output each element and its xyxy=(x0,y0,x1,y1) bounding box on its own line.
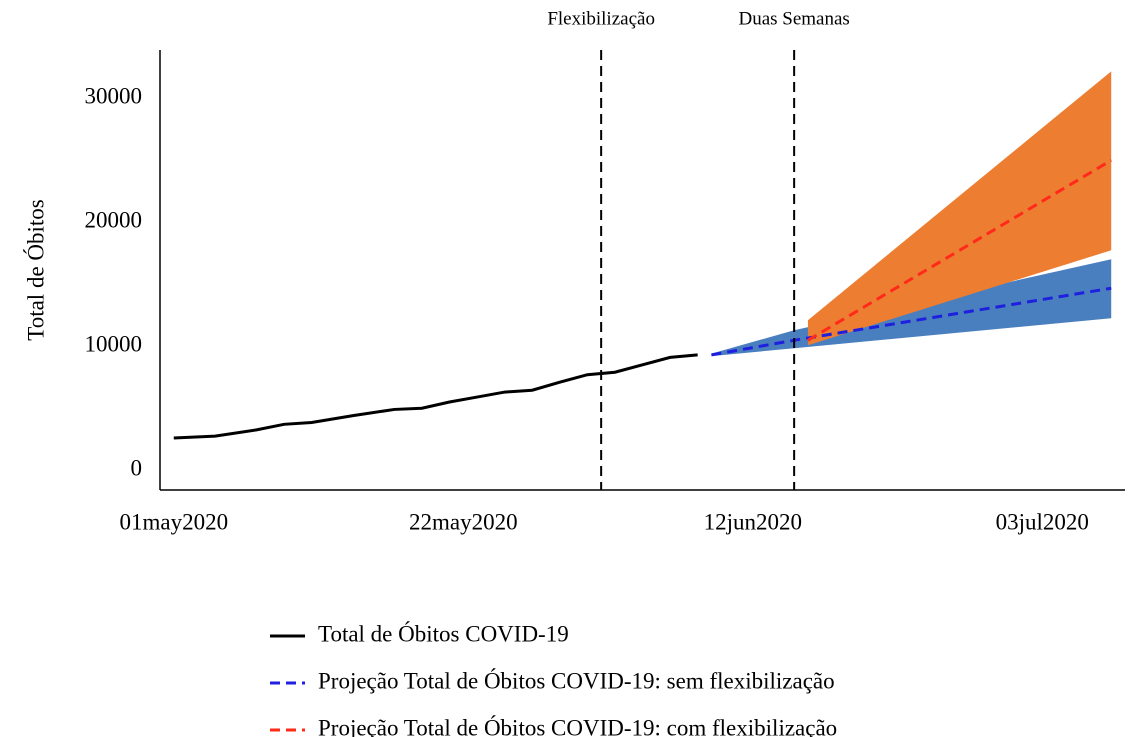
y-tick-label: 20000 xyxy=(85,208,143,233)
x-tick-label: 03jul2020 xyxy=(996,509,1089,534)
confidence-band xyxy=(807,71,1112,346)
legend-label: Projeção Total de Óbitos COVID-19: sem f… xyxy=(318,667,835,693)
reference-label: Flexibilização xyxy=(547,8,655,29)
legend-label: Projeção Total de Óbitos COVID-19: com f… xyxy=(318,714,837,737)
y-tick-label: 0 xyxy=(131,455,143,480)
x-tick-label: 12jun2020 xyxy=(704,509,802,534)
legend-label: Total de Óbitos COVID-19 xyxy=(318,620,569,646)
y-tick-label: 10000 xyxy=(85,332,143,357)
x-tick-label: 22may2020 xyxy=(409,509,518,534)
series-line xyxy=(173,353,698,440)
series-line xyxy=(807,159,1112,342)
reference-label: Duas Semanas xyxy=(738,8,849,29)
y-tick-label: 30000 xyxy=(85,84,143,109)
y-axis-title: Total de Óbitos xyxy=(22,199,48,341)
x-tick-label: 01may2020 xyxy=(119,509,228,534)
